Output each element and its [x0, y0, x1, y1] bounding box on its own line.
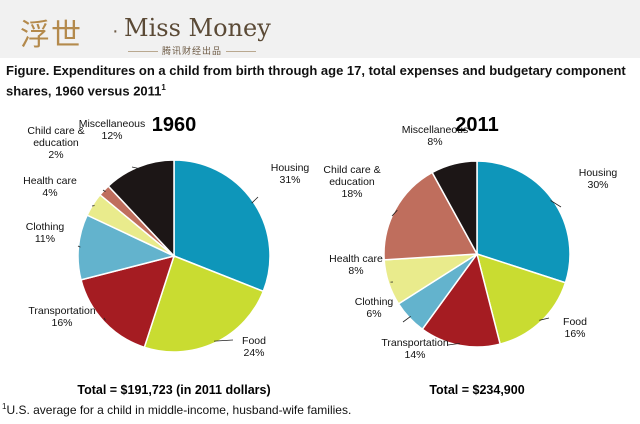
- footnote-text: U.S. average for a child in middle-incom…: [6, 403, 352, 417]
- chart-1960-total: Total = $191,723 (in 2011 dollars): [77, 383, 270, 397]
- pie-2011-label-transportation: Transportation 14%: [381, 337, 448, 361]
- logo-separator: ·: [112, 20, 119, 42]
- pie-1960-leader-clothing: [77, 245, 81, 248]
- pie-2011-label-child-care-education: Child care & education 18%: [323, 164, 380, 200]
- pie-1960-label-miscellaneous: Miscellaneous 12%: [79, 118, 146, 142]
- pie-1960-label-food: Food 24%: [242, 335, 266, 359]
- pie-1960-leader-transportation: [103, 317, 106, 321]
- pie-2011-leader-child-care-education: [391, 209, 398, 217]
- pie-1960-label-clothing: Clothing 11%: [26, 221, 65, 245]
- footnote-mark: 1: [2, 402, 7, 411]
- figure-title: Figure. Expenditures on a child from bir…: [6, 62, 636, 99]
- pie-2011-slice-child-care-education: [383, 171, 479, 261]
- pie-2011-slice-housing: [476, 160, 571, 284]
- logo-chinese: 浮世: [20, 18, 82, 53]
- pie-2011-label-housing: Housing 30%: [579, 167, 618, 191]
- pie-2011-label-miscellaneous: Miscellaneous 8%: [402, 124, 469, 148]
- pie-2011-label-health-care: Health care 8%: [329, 253, 383, 277]
- pie-1960-label-housing: Housing 31%: [271, 162, 310, 186]
- logo-english: Miss Money: [124, 14, 271, 42]
- chart-1960-title: 1960: [152, 114, 197, 136]
- pie-1960-slice-clothing: [77, 214, 177, 281]
- header-banner: 浮世 · Miss Money 腾讯财经出品: [0, 0, 640, 58]
- chart-2011-title: 2011: [455, 114, 498, 136]
- figure-title-footnote-mark: 1: [161, 83, 166, 92]
- pie-1960-leader-child-care-education: [102, 189, 106, 193]
- pie-1960-leader-food: [213, 339, 234, 342]
- chart-2011-total: Total = $234,900: [429, 383, 524, 397]
- pie-2011-slice-transportation: [421, 252, 502, 348]
- pie-2011-label-food: Food 16%: [563, 316, 587, 340]
- pie-1960-label-transportation: Transportation 16%: [28, 305, 95, 329]
- footnote: 1U.S. average for a child in middle-inco…: [2, 402, 351, 417]
- pie-1960-slice-transportation: [80, 254, 176, 349]
- pie-1960: Housing 31% Food 24% Transportation 16% Clothi…: [23, 118, 309, 359]
- pie-1960-label-child-care-education: Child care & education 2%: [27, 125, 84, 161]
- pie-1960-leader-housing: [251, 196, 259, 204]
- pie-2011-leader-housing: [550, 200, 562, 208]
- logo-subtitle: 腾讯财经出品: [124, 44, 260, 57]
- figure-title-text: Figure. Expenditures on a child from bir…: [6, 63, 626, 99]
- pie-2011-slice-miscellaneous: [431, 160, 478, 255]
- pie-2011-leader-miscellaneous: [450, 165, 455, 169]
- pie-1960-slice-food: [143, 255, 265, 353]
- pie-2011: Housing 30% Food 16% Transportation 14% Clothi…: [323, 124, 617, 361]
- pie-1960-label-health-care: Health care 4%: [23, 175, 77, 199]
- pie-2011-label-clothing: Clothing 6%: [355, 296, 394, 320]
- pie-2011-leader-food: [539, 317, 550, 321]
- pie-1960-leader-miscellaneous: [131, 166, 140, 169]
- pie-2011-leader-clothing: [402, 315, 411, 323]
- pie-2011-leader-transportation: [447, 343, 460, 346]
- pie-1960-slice-miscellaneous: [107, 159, 175, 258]
- pie-2011-slice-food: [475, 252, 567, 345]
